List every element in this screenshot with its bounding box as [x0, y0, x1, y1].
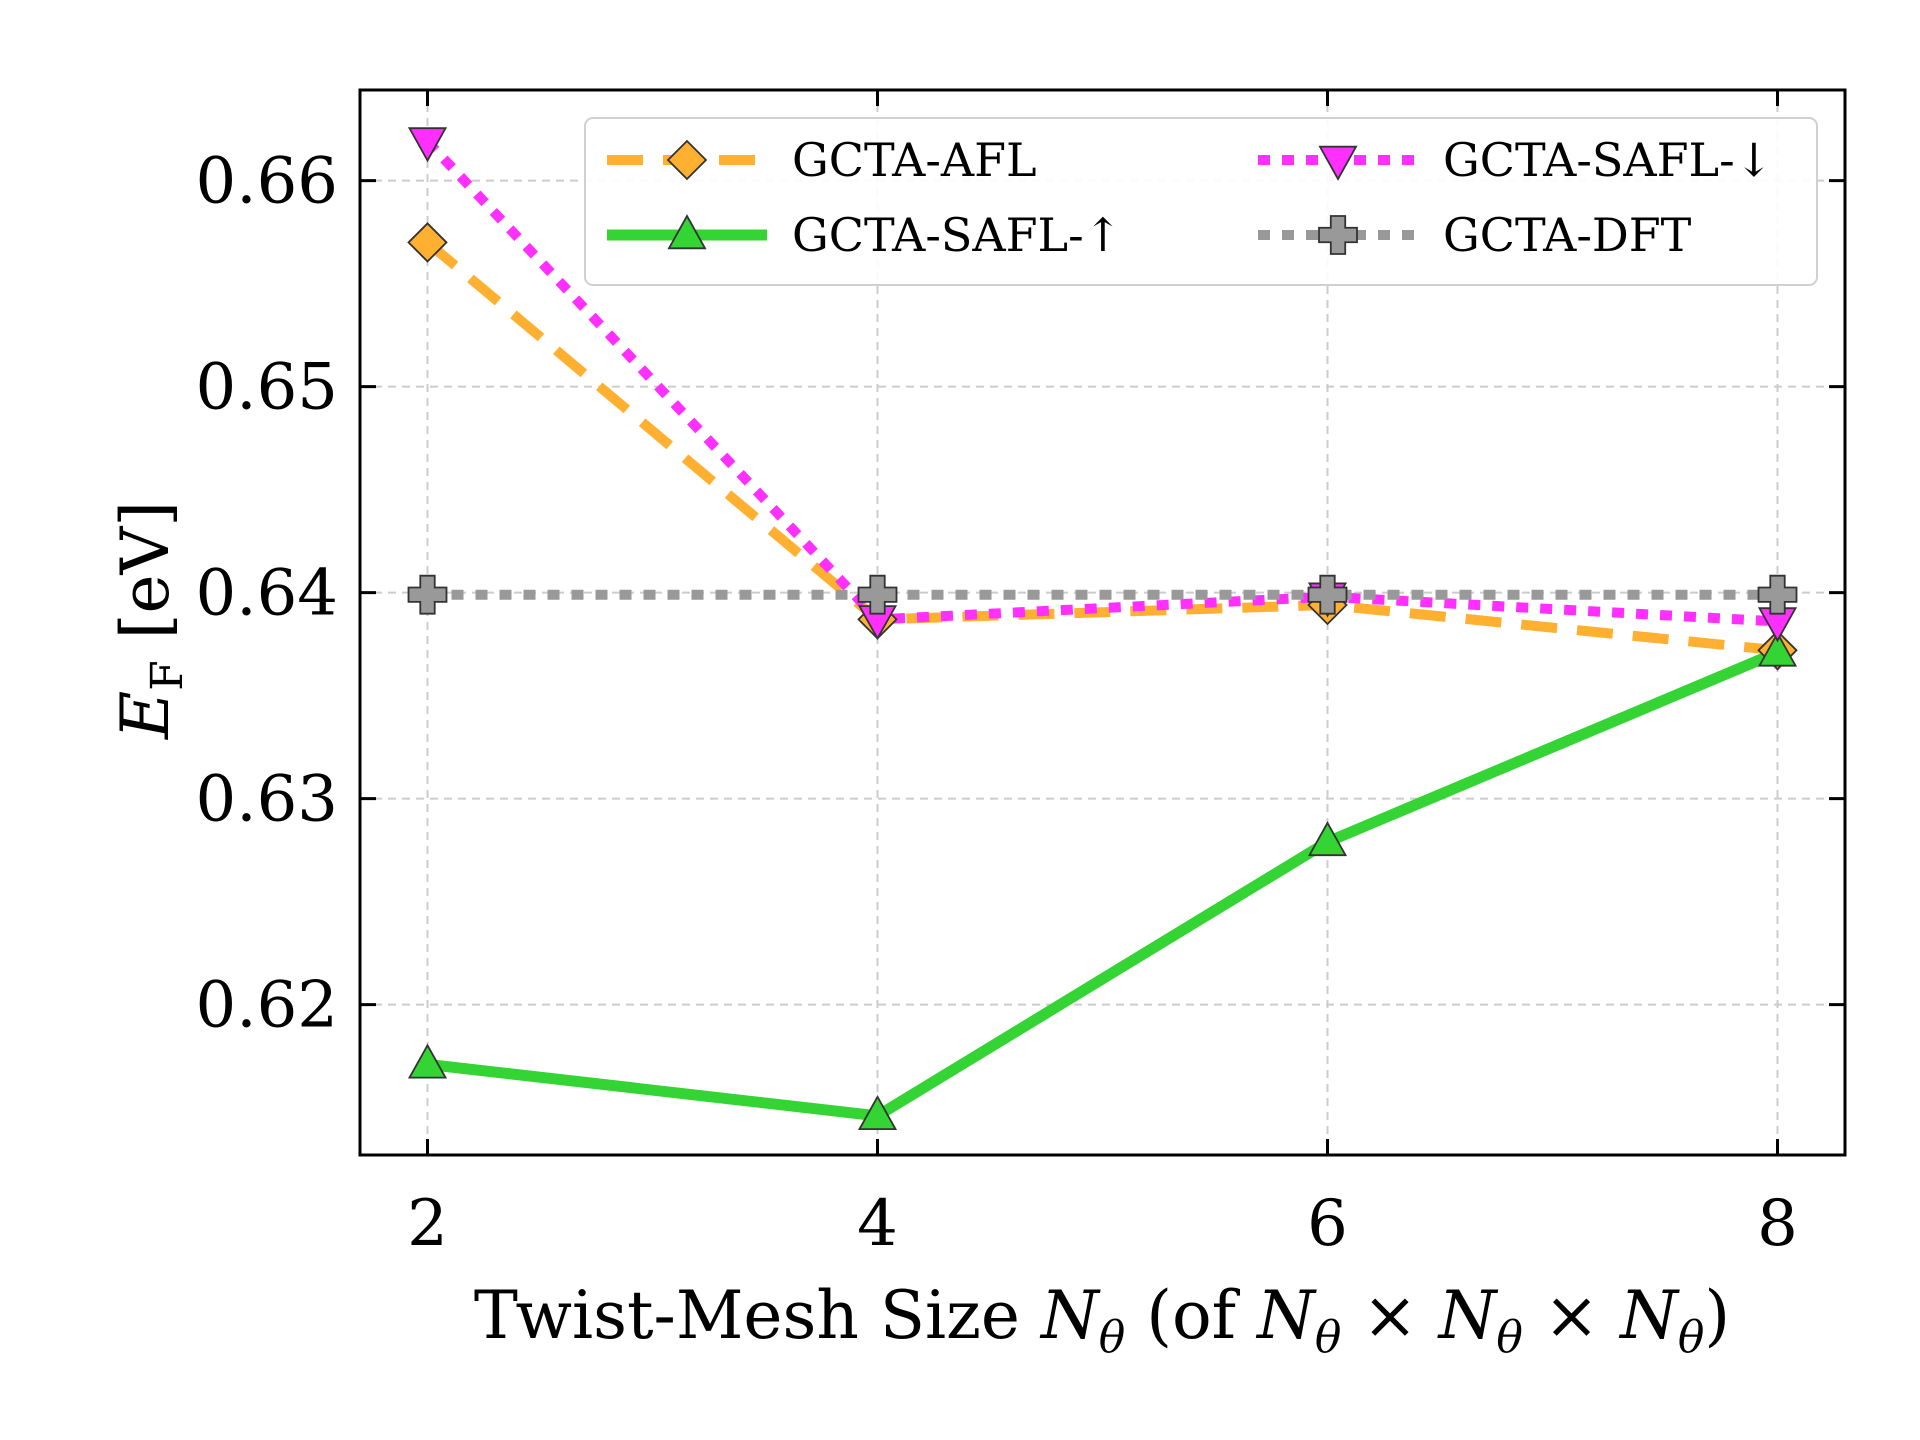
legend-label-2: GCTA-SAFL-↓	[1443, 133, 1773, 187]
axis-ticks	[360, 90, 1845, 1155]
legend: GCTA-AFL GCTA-SAFL-↓ GCTA-SAFL-↑ GCTA-DFT	[584, 117, 1818, 286]
x-tick-label: 6	[1307, 1187, 1348, 1261]
triangle-up-marker	[1307, 821, 1348, 857]
x-tick-labels: 2 4 6 8	[407, 1187, 1798, 1261]
x-axis-label: Twist-Mesh Size Nθ (of Nθ × Nθ × Nθ)	[474, 1277, 1730, 1363]
plot-frame	[358, 88, 1847, 1157]
triangle-down-marker	[1318, 145, 1358, 181]
plus-marker	[1318, 215, 1358, 255]
x-tick-label: 2	[407, 1187, 448, 1261]
triangle-up-marker	[667, 214, 707, 250]
legend-label-3: GCTA-DFT	[1443, 208, 1692, 262]
plus-marker	[407, 574, 448, 615]
legend-box	[584, 117, 1818, 286]
y-tick-labels: 0.62 0.63 0.64 0.65 0.66	[196, 145, 339, 1043]
plus-marker	[857, 574, 898, 615]
plus-marker	[1307, 574, 1348, 615]
series-lines	[423, 138, 1780, 1122]
triangle-up-marker	[407, 1043, 448, 1079]
plus-marker	[1757, 574, 1798, 615]
x-tick-label: 8	[1757, 1187, 1798, 1261]
triangle-down-marker	[407, 127, 448, 163]
legend-label-0: GCTA-AFL	[792, 133, 1037, 187]
y-tick-label: 0.63	[196, 763, 339, 837]
diamond-marker	[666, 139, 708, 181]
y-tick-label: 0.66	[196, 145, 339, 219]
y-axis-label: EF [eV]	[107, 501, 193, 740]
x-tick-label: 4	[857, 1187, 898, 1261]
diamond-marker	[407, 222, 448, 263]
series-line-0	[424, 238, 1779, 656]
y-tick-label: 0.62	[196, 969, 339, 1043]
y-tick-label: 0.65	[196, 351, 339, 425]
triangle-up-marker	[1757, 631, 1798, 667]
series-line-1	[426, 647, 1780, 1122]
legend-label-1: GCTA-SAFL-↑	[792, 208, 1122, 262]
y-tick-label: 0.64	[196, 557, 339, 631]
triangle-up-marker	[857, 1095, 898, 1131]
series-markers	[407, 127, 1798, 1131]
